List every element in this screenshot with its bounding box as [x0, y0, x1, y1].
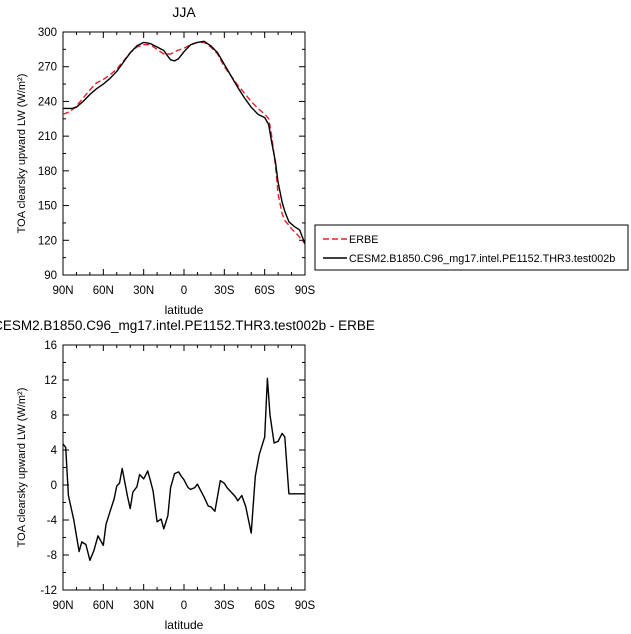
series-line-erbe [63, 41, 305, 245]
series-line-cesm2 [63, 40, 305, 245]
y-tick-label: 270 [38, 62, 57, 74]
x-axis-label: latitude [165, 303, 204, 317]
x-tick-label: 30S [214, 600, 235, 612]
plot-frame [62, 344, 306, 591]
y-tick-label: 180 [38, 166, 57, 178]
y-tick-label: 0 [51, 480, 57, 492]
y-tick-label: 210 [38, 131, 57, 143]
x-tick-label: 0 [181, 285, 187, 297]
x-tick-label: 30N [133, 600, 154, 612]
x-tick-label: 30N [133, 285, 154, 297]
x-tick-label: 90N [52, 600, 73, 612]
x-tick-label: 90S [295, 285, 316, 297]
y-tick-label: -12 [40, 585, 57, 597]
y-tick-label: 16 [44, 340, 57, 352]
chart-title: JJA [172, 4, 196, 20]
y-tick-label: -8 [47, 550, 57, 562]
y-axis-label: TOA clearsky upward LW (W/m²) [16, 74, 28, 234]
series-line-difference [63, 377, 305, 561]
y-tick-label: 240 [38, 96, 57, 108]
y-tick-label: 12 [44, 375, 57, 387]
y-tick-label: 90 [44, 270, 57, 282]
legend-label-erbe: ERBE [349, 234, 378, 246]
x-tick-label: 60N [93, 600, 114, 612]
y-tick-label: 150 [38, 201, 57, 213]
y-tick-label: -4 [47, 515, 58, 527]
x-tick-label: 90N [52, 285, 73, 297]
y-axis-label: TOA clearsky upward LW (W/m²) [16, 388, 28, 548]
x-tick-label: 90S [295, 600, 316, 612]
plot-frame [62, 31, 306, 276]
y-tick-label: 300 [38, 27, 57, 39]
chart-title: CESM2.B1850.C96_mg17.intel.PE1152.THR3.t… [0, 318, 375, 333]
x-tick-label: 60S [254, 600, 275, 612]
legend-box [314, 224, 629, 271]
x-tick-label: 30S [214, 285, 235, 297]
y-tick-label: 8 [51, 410, 57, 422]
x-tick-label: 60N [93, 285, 114, 297]
x-tick-label: 60S [254, 285, 275, 297]
legend-label-cesm2: CESM2.B1850.C96_mg17.intel.PE1152.THR3.t… [349, 253, 615, 265]
x-axis-label: latitude [165, 618, 204, 632]
y-tick-label: 120 [38, 235, 57, 247]
x-tick-label: 0 [181, 600, 187, 612]
y-tick-label: 4 [51, 445, 58, 457]
